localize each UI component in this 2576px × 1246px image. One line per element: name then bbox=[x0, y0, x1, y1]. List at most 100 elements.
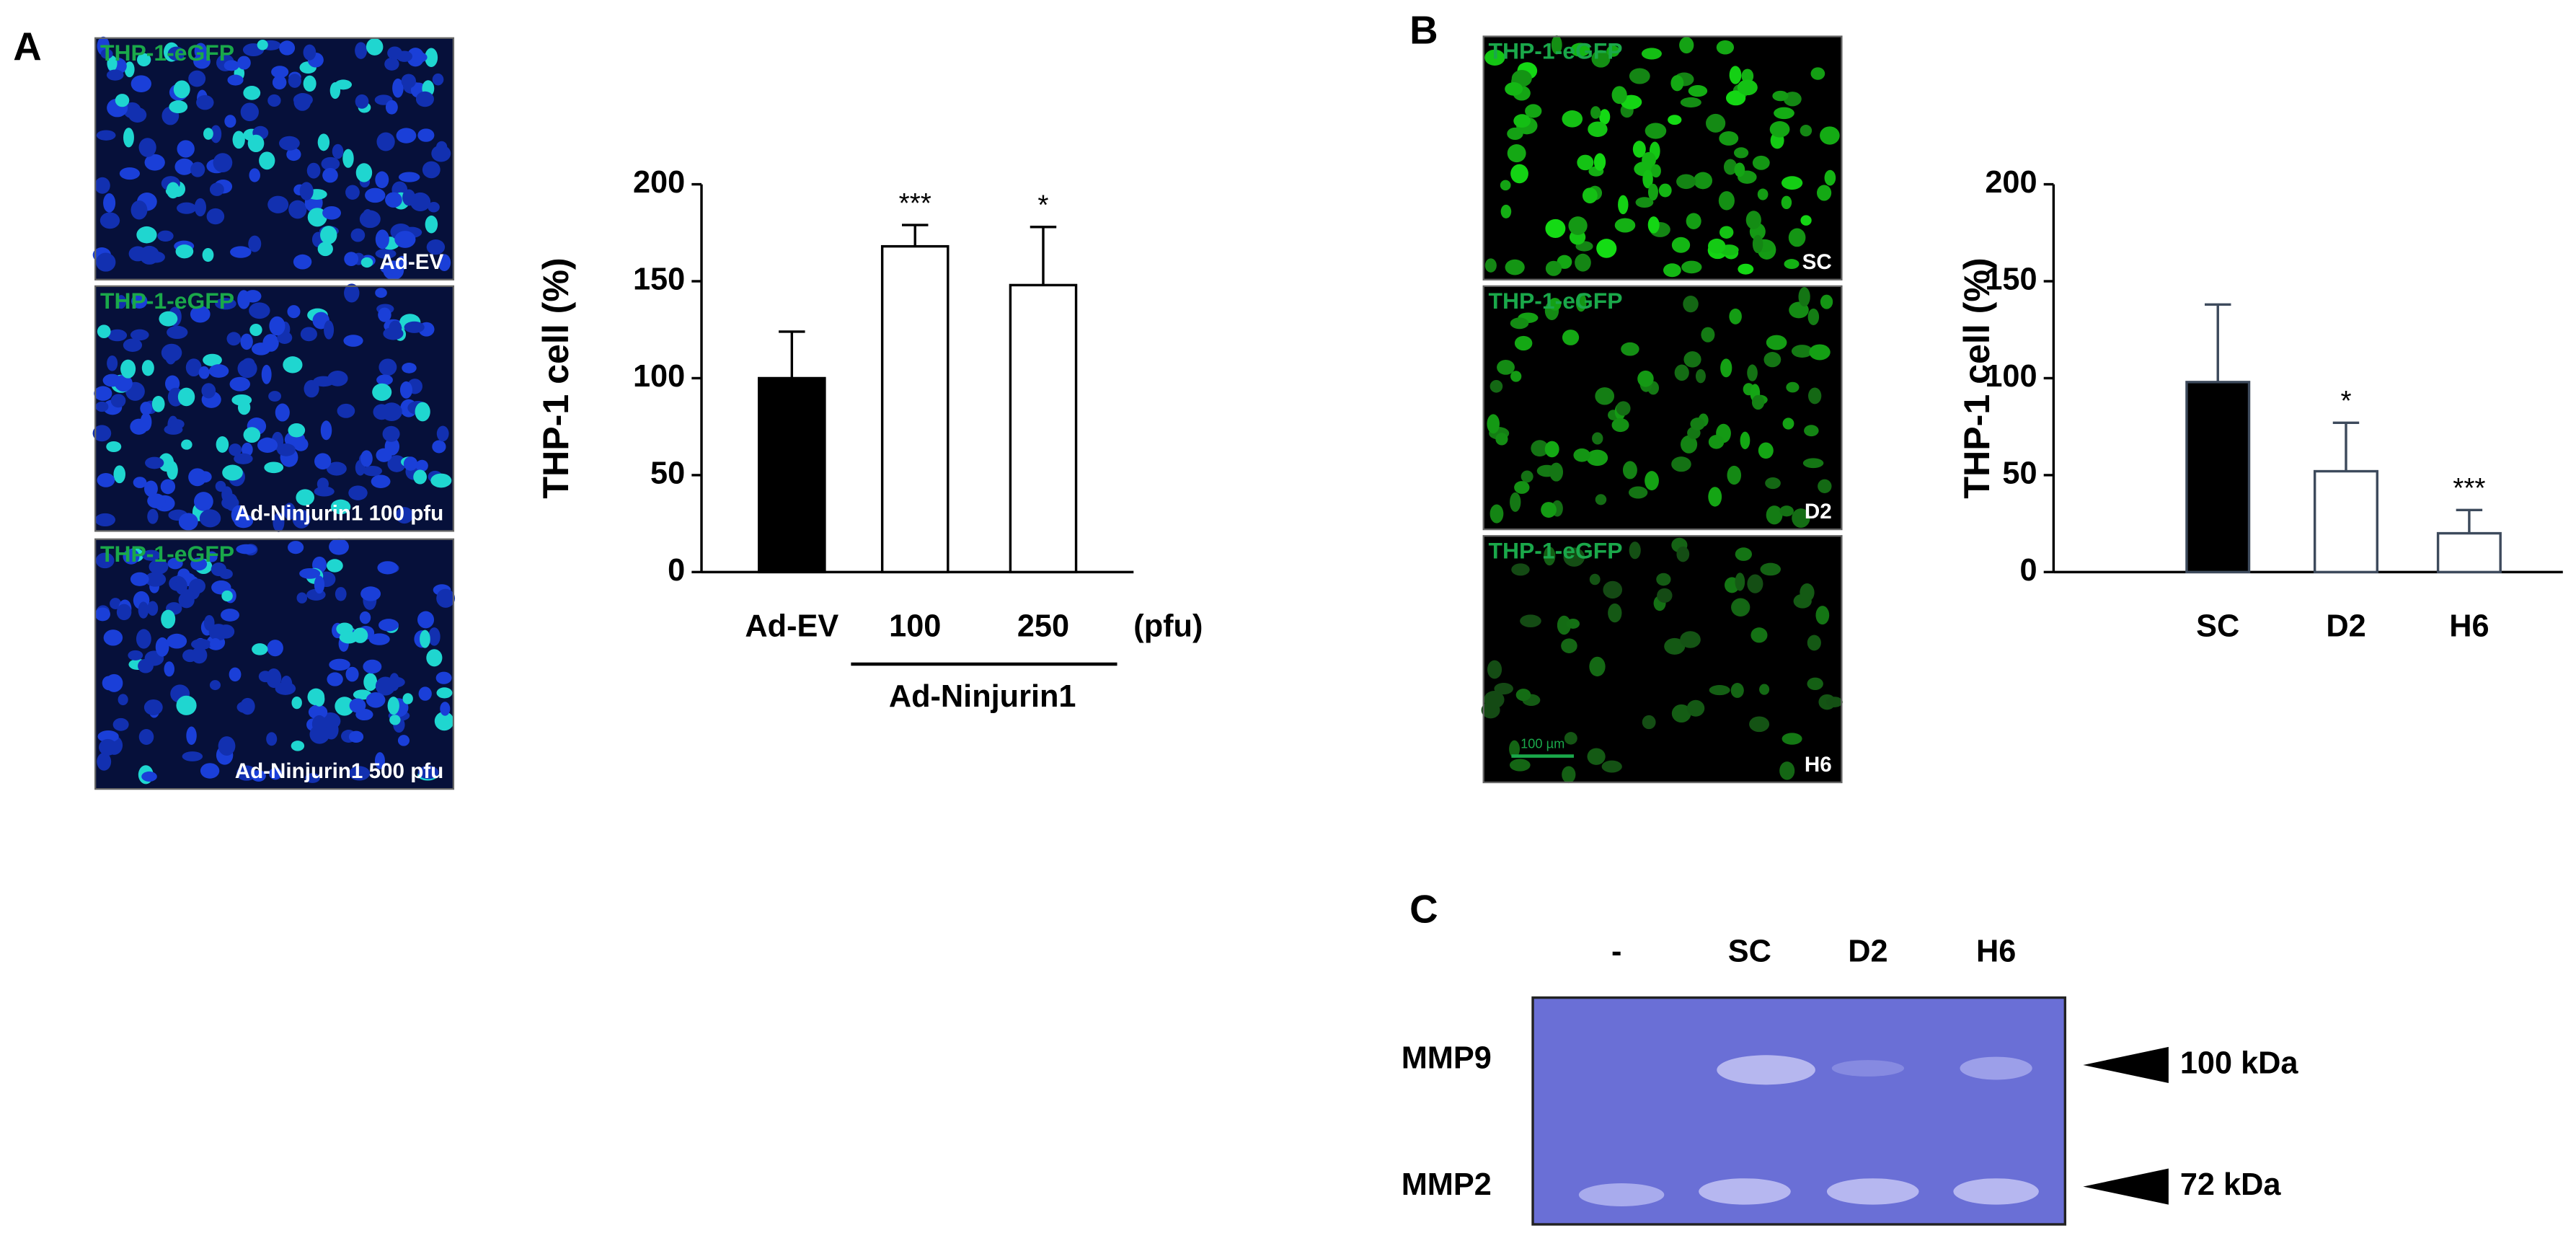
cell bbox=[385, 100, 398, 115]
cell bbox=[1683, 351, 1701, 368]
cell bbox=[415, 459, 428, 472]
cell bbox=[322, 206, 342, 220]
bar bbox=[2436, 531, 2502, 574]
significance: *** bbox=[899, 188, 931, 219]
cell bbox=[165, 348, 177, 365]
image-label: SC bbox=[1802, 250, 1832, 274]
cell bbox=[249, 302, 270, 319]
lane-label: SC bbox=[1728, 934, 1771, 968]
cell bbox=[144, 572, 167, 587]
cell bbox=[418, 686, 432, 701]
cell bbox=[1629, 542, 1641, 560]
cell bbox=[413, 469, 427, 485]
cell bbox=[123, 549, 140, 565]
cell bbox=[1632, 141, 1646, 158]
y-tick-label: 50 bbox=[650, 456, 685, 490]
cell bbox=[199, 509, 221, 528]
cell bbox=[167, 46, 185, 61]
cell bbox=[353, 627, 368, 643]
cell bbox=[422, 161, 441, 179]
cell bbox=[181, 439, 192, 450]
cell bbox=[1716, 40, 1735, 55]
cell bbox=[267, 640, 283, 657]
cell bbox=[258, 671, 273, 683]
cell bbox=[403, 456, 418, 471]
band bbox=[1717, 1055, 1815, 1085]
cell bbox=[1645, 123, 1667, 139]
cell bbox=[348, 485, 368, 500]
stain-label: THP-1-eGFP bbox=[100, 40, 234, 66]
cell bbox=[97, 472, 115, 487]
cell bbox=[1820, 294, 1833, 309]
cell bbox=[288, 200, 307, 219]
lane-label: - bbox=[1611, 934, 1621, 968]
cell bbox=[167, 461, 178, 480]
panel-label: A bbox=[13, 24, 41, 69]
cell bbox=[1599, 109, 1611, 125]
cell bbox=[1635, 197, 1654, 208]
cell bbox=[94, 386, 112, 401]
cell bbox=[231, 394, 252, 406]
cell bbox=[322, 167, 338, 183]
cell bbox=[320, 226, 337, 244]
cell bbox=[138, 601, 149, 619]
cell bbox=[360, 257, 373, 268]
cell bbox=[384, 57, 399, 71]
cell bbox=[1611, 417, 1629, 433]
cell bbox=[216, 436, 229, 453]
cell bbox=[303, 75, 317, 92]
cell bbox=[1824, 169, 1836, 186]
cell bbox=[1752, 155, 1770, 170]
cell bbox=[155, 637, 169, 657]
band bbox=[1831, 1060, 1905, 1077]
cell bbox=[94, 607, 110, 622]
cell bbox=[360, 586, 381, 601]
micrograph bbox=[1483, 36, 1842, 280]
cell bbox=[428, 627, 441, 646]
cell bbox=[120, 359, 136, 379]
cell bbox=[218, 736, 236, 756]
cell bbox=[1531, 440, 1549, 457]
cell bbox=[164, 661, 175, 677]
cell bbox=[143, 699, 163, 716]
cell bbox=[194, 43, 208, 60]
cell bbox=[190, 557, 208, 571]
cell bbox=[123, 102, 141, 119]
cell bbox=[243, 86, 261, 100]
cell bbox=[1779, 761, 1795, 780]
cell bbox=[1577, 154, 1594, 171]
cell bbox=[296, 489, 315, 506]
cell bbox=[385, 192, 402, 208]
cell bbox=[1719, 226, 1734, 239]
cell bbox=[169, 100, 188, 114]
cell bbox=[1804, 425, 1819, 437]
cell bbox=[1601, 760, 1622, 773]
cell bbox=[372, 383, 392, 401]
cell bbox=[1681, 260, 1702, 274]
x-tick-label: D2 bbox=[2326, 609, 2365, 643]
cell bbox=[1686, 213, 1701, 229]
x-tick-label: 100 bbox=[889, 609, 941, 643]
cell bbox=[1751, 394, 1765, 410]
cell bbox=[1760, 562, 1781, 576]
cell bbox=[1618, 195, 1629, 215]
cell bbox=[268, 391, 282, 402]
cell bbox=[249, 168, 260, 182]
cell bbox=[1671, 237, 1691, 253]
cell bbox=[402, 189, 416, 206]
cell bbox=[94, 177, 110, 194]
cell bbox=[375, 229, 389, 249]
cell bbox=[344, 252, 359, 266]
band bbox=[1953, 1178, 2039, 1205]
cell bbox=[426, 649, 443, 667]
cell bbox=[229, 376, 251, 392]
cell bbox=[1810, 67, 1825, 80]
cell bbox=[190, 306, 211, 323]
cell bbox=[1509, 740, 1521, 758]
cell bbox=[1782, 417, 1794, 430]
row-label: MMP2 bbox=[1402, 1167, 1492, 1202]
significance: * bbox=[1037, 190, 1048, 221]
cell bbox=[107, 355, 118, 371]
cell bbox=[344, 283, 360, 303]
